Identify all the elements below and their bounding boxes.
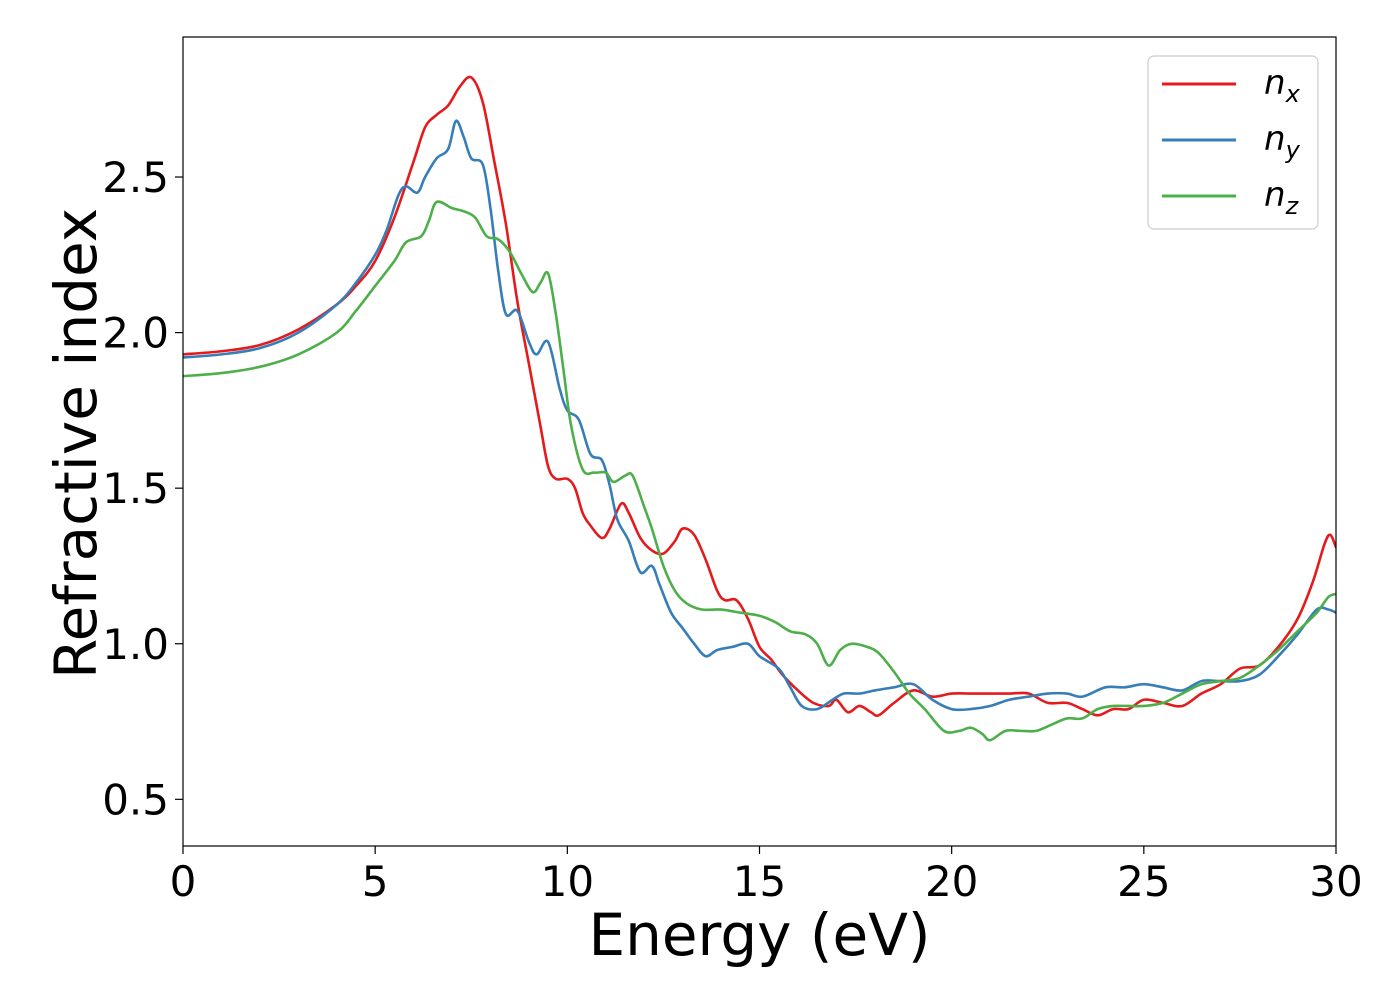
legend-label-subscript: z: [1285, 192, 1300, 220]
y-tick-label: 2.5: [102, 153, 169, 202]
x-tick-label: 0: [170, 857, 197, 906]
legend-label-subscript: y: [1285, 136, 1301, 164]
legend-label-y: ny: [1264, 119, 1301, 164]
legend-box: [1147, 55, 1319, 230]
x-tick-label: 15: [733, 857, 786, 906]
x-tick-label: 5: [362, 857, 389, 906]
series-line-y: [183, 119, 1336, 712]
legend-label-subscript: x: [1285, 80, 1301, 108]
y-tick-label: 1.0: [102, 620, 169, 669]
legend-label-x: nx: [1264, 63, 1301, 108]
legend-label-main: n: [1264, 63, 1286, 103]
x-tick-label: 10: [541, 857, 594, 906]
legend-label-z: nz: [1264, 175, 1300, 220]
x-tick-label: 25: [1117, 857, 1170, 906]
series-line-z: [183, 200, 1336, 742]
y-tick-label: 0.5: [102, 775, 169, 824]
y-axis-label: Refractive index: [42, 208, 110, 679]
y-tick-label: 2.0: [102, 309, 169, 358]
legend-label-main: n: [1264, 175, 1286, 215]
y-axis: 0.5 1.0 1.5 2.0 2.5: [102, 153, 183, 824]
x-axis: 0 5 10 15 20 25 30: [170, 846, 1363, 906]
y-tick-label: 1.5: [102, 464, 169, 513]
x-tick-label: 30: [1309, 857, 1362, 906]
series-group: [183, 75, 1336, 742]
x-axis-label: Energy (eV): [588, 901, 930, 969]
series-line-x: [183, 75, 1336, 718]
x-tick-label: 20: [925, 857, 978, 906]
legend-label-main: n: [1264, 119, 1286, 159]
